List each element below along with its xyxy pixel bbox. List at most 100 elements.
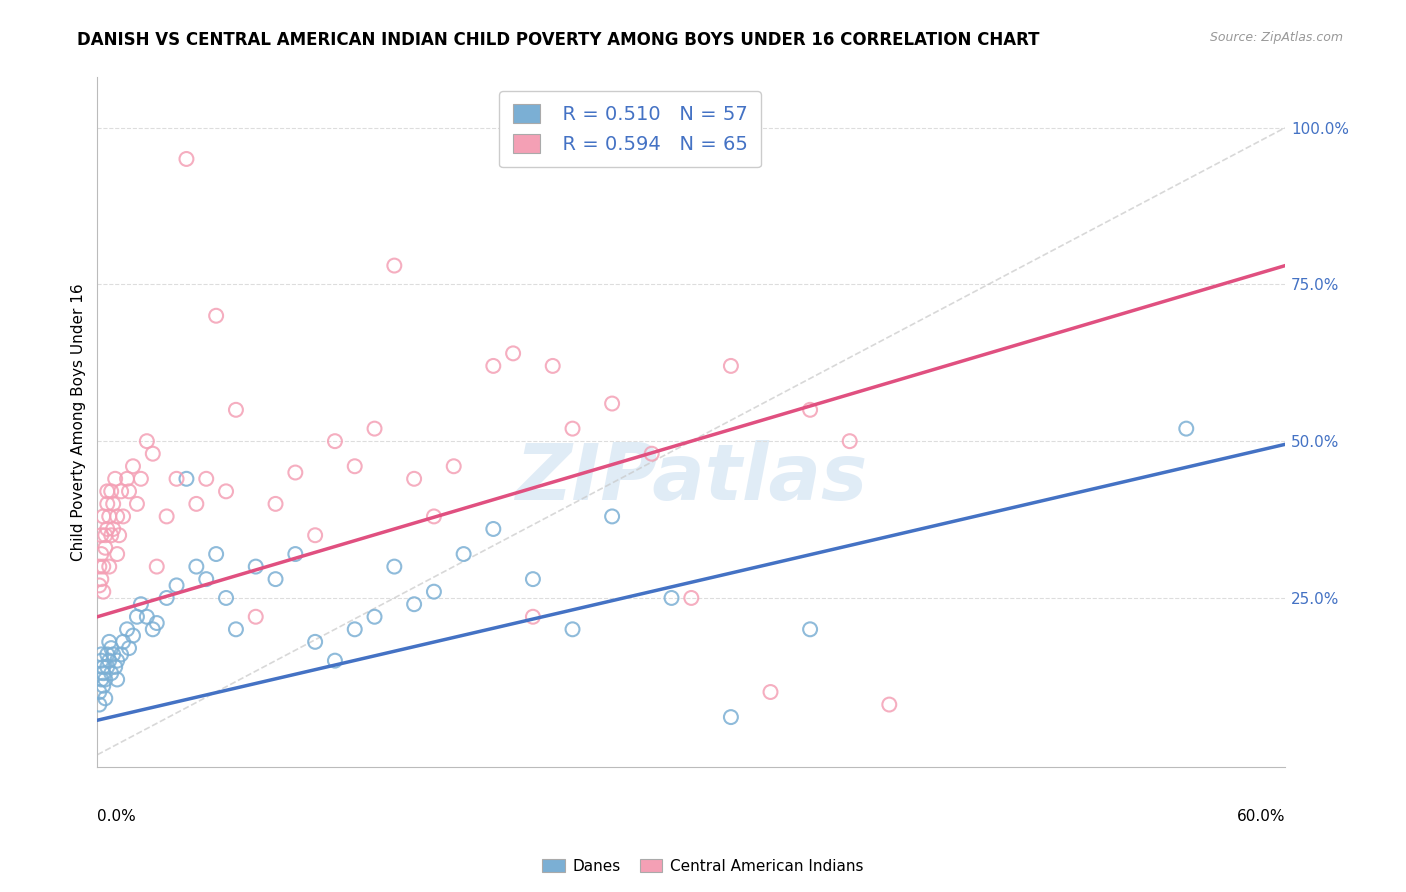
Point	[89, 559, 111, 574]
Point	[720, 359, 742, 373]
Point	[363, 609, 385, 624]
Point	[522, 609, 544, 624]
Point	[91, 666, 114, 681]
Point	[90, 547, 112, 561]
Point	[105, 509, 128, 524]
Y-axis label: Child Poverty Among Boys Under 16: Child Poverty Among Boys Under 16	[72, 284, 86, 561]
Point	[89, 698, 111, 712]
Point	[118, 484, 141, 499]
Point	[186, 559, 208, 574]
Point	[245, 609, 267, 624]
Point	[541, 359, 564, 373]
Point	[103, 497, 125, 511]
Point	[103, 648, 125, 662]
Point	[103, 522, 125, 536]
Point	[443, 459, 465, 474]
Point	[343, 459, 366, 474]
Point	[108, 528, 131, 542]
Point	[600, 509, 623, 524]
Legend: Danes, Central American Indians: Danes, Central American Indians	[536, 853, 870, 880]
Point	[90, 673, 112, 687]
Point	[502, 346, 524, 360]
Point	[105, 673, 128, 687]
Point	[96, 522, 118, 536]
Point	[176, 152, 198, 166]
Point	[96, 648, 118, 662]
Point	[96, 497, 118, 511]
Point	[482, 522, 505, 536]
Point	[423, 584, 446, 599]
Point	[284, 466, 307, 480]
Point	[98, 654, 121, 668]
Point	[195, 472, 218, 486]
Point	[125, 497, 148, 511]
Point	[166, 578, 188, 592]
Point	[91, 559, 114, 574]
Point	[323, 434, 346, 449]
Point	[720, 710, 742, 724]
Point	[404, 597, 426, 611]
Point	[100, 484, 122, 499]
Point	[90, 572, 112, 586]
Point	[245, 559, 267, 574]
Point	[838, 434, 860, 449]
Point	[759, 685, 782, 699]
Point	[363, 422, 385, 436]
Point	[225, 402, 247, 417]
Point	[89, 685, 111, 699]
Point	[94, 691, 117, 706]
Point	[264, 497, 287, 511]
Point	[122, 629, 145, 643]
Point	[110, 648, 132, 662]
Point	[205, 309, 228, 323]
Point	[156, 591, 179, 605]
Point	[205, 547, 228, 561]
Legend:   R = 0.510   N = 57,   R = 0.594   N = 65: R = 0.510 N = 57, R = 0.594 N = 65	[499, 91, 761, 168]
Text: ZIPatlas: ZIPatlas	[515, 440, 868, 516]
Point	[94, 673, 117, 687]
Point	[225, 622, 247, 636]
Point	[91, 660, 114, 674]
Point	[156, 509, 179, 524]
Point	[600, 396, 623, 410]
Point	[641, 447, 664, 461]
Text: 0.0%: 0.0%	[97, 809, 136, 823]
Point	[110, 484, 132, 499]
Point	[423, 509, 446, 524]
Point	[661, 591, 683, 605]
Point	[105, 547, 128, 561]
Point	[877, 698, 900, 712]
Point	[186, 497, 208, 511]
Point	[115, 622, 138, 636]
Point	[125, 609, 148, 624]
Point	[453, 547, 475, 561]
Point	[482, 359, 505, 373]
Point	[135, 609, 157, 624]
Point	[91, 584, 114, 599]
Point	[91, 509, 114, 524]
Text: DANISH VS CENTRAL AMERICAN INDIAN CHILD POVERTY AMONG BOYS UNDER 16 CORRELATION : DANISH VS CENTRAL AMERICAN INDIAN CHILD …	[77, 31, 1040, 49]
Point	[104, 472, 127, 486]
Point	[98, 559, 121, 574]
Text: Source: ZipAtlas.com: Source: ZipAtlas.com	[1209, 31, 1343, 45]
Point	[142, 622, 165, 636]
Point	[215, 591, 238, 605]
Point	[561, 422, 583, 436]
Point	[91, 679, 114, 693]
Point	[284, 547, 307, 561]
Point	[343, 622, 366, 636]
Point	[90, 654, 112, 668]
Point	[215, 484, 238, 499]
Point	[129, 472, 152, 486]
Text: 60.0%: 60.0%	[1237, 809, 1285, 823]
Point	[1175, 422, 1198, 436]
Point	[90, 648, 112, 662]
Point	[98, 509, 121, 524]
Point	[382, 259, 405, 273]
Point	[799, 622, 821, 636]
Point	[122, 459, 145, 474]
Point	[118, 641, 141, 656]
Point	[145, 615, 167, 630]
Point	[145, 559, 167, 574]
Point	[142, 447, 165, 461]
